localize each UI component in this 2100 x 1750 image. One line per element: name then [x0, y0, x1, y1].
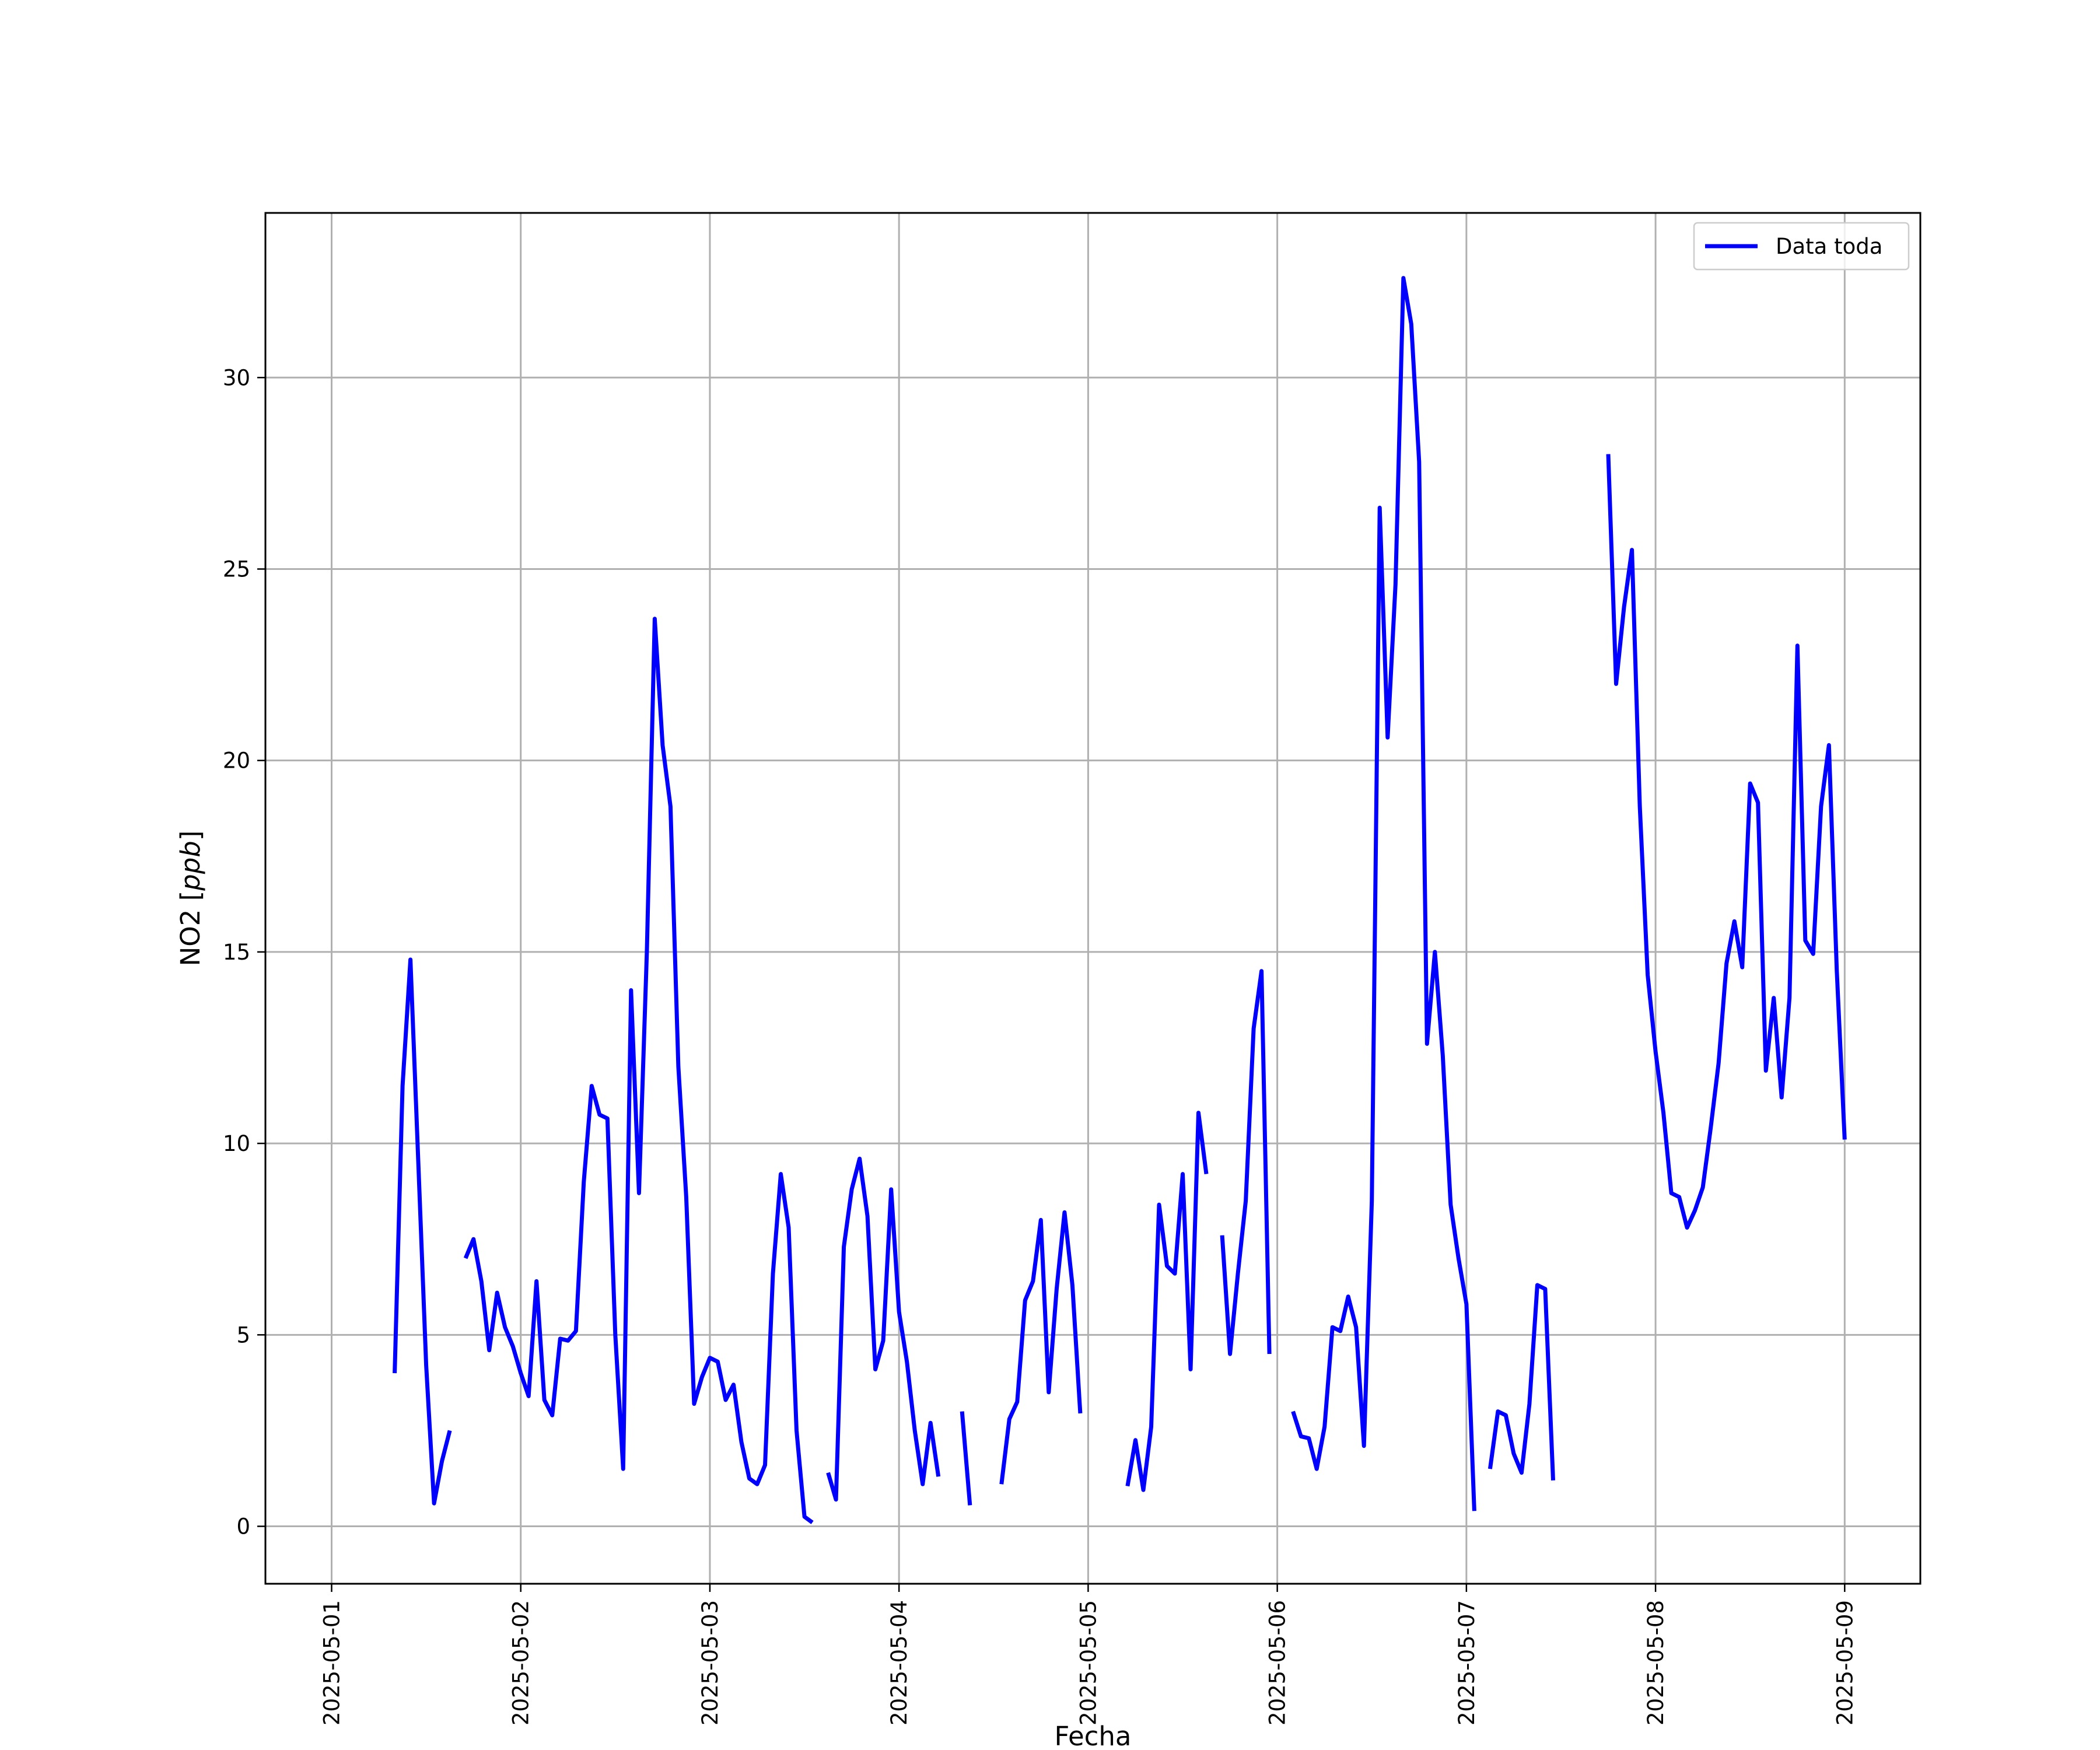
series-line-data-toda	[1606, 454, 1847, 1230]
x-tick-label-2025-05-04: 2025-05-04	[887, 1600, 912, 1726]
legend-box	[1693, 222, 1910, 271]
y-tick-label-0: 0	[236, 1514, 250, 1539]
series-layer	[393, 276, 1847, 1524]
y-tick-label-15: 15	[223, 940, 250, 965]
y-axis-label-main: NO2 [	[175, 891, 206, 967]
y-tick-label-20: 20	[223, 748, 250, 774]
series-line-data-toda	[999, 1210, 1083, 1485]
series-line-data-toda	[1220, 969, 1272, 1356]
y-tick-label-5: 5	[236, 1322, 250, 1348]
legend-label-data-toda: Data toda	[1776, 234, 1882, 259]
x-tick-label-2025-05-01: 2025-05-01	[319, 1600, 344, 1726]
y-axis-label: NO2 [ppb]	[175, 831, 206, 967]
series-line-data-toda	[1291, 276, 1476, 1511]
y-tick-label-25: 25	[223, 556, 250, 582]
x-tick-label-2025-05-02: 2025-05-02	[509, 1600, 534, 1726]
x-axis-label: Fecha	[1055, 1721, 1132, 1750]
y-tick-label-30: 30	[223, 365, 250, 390]
x-axis-ticks: 2025-05-01 2025-05-02 2025-05-03 2025-05-04…	[319, 1584, 1857, 1726]
x-tick-label-2025-05-07: 2025-05-07	[1454, 1600, 1479, 1726]
series-line-data-toda	[826, 1156, 941, 1502]
y-tick-label-10: 10	[223, 1131, 250, 1156]
x-tick-label-2025-05-05: 2025-05-05	[1076, 1600, 1101, 1726]
legend: Data toda	[1693, 222, 1910, 271]
series-line-data-toda	[393, 957, 452, 1506]
x-tick-label-2025-05-09: 2025-05-09	[1832, 1600, 1857, 1726]
x-tick-label-2025-05-08: 2025-05-08	[1643, 1600, 1668, 1726]
series-line-data-toda	[960, 1411, 972, 1506]
y-axis-label-unit: ppb	[175, 841, 206, 891]
plot-frame	[264, 212, 1922, 1585]
x-tick-label-2025-05-03: 2025-05-03	[698, 1600, 723, 1726]
grid	[265, 213, 1920, 1584]
y-axis-label-close: ]	[175, 831, 206, 841]
series-line-data-toda	[1125, 1111, 1209, 1492]
series-line-data-toda	[463, 617, 814, 1524]
y-axis-ticks: 0 5 10 15 20 25 30	[223, 365, 265, 1539]
series-line-data-toda	[1488, 1283, 1555, 1480]
x-tick-label-2025-05-06: 2025-05-06	[1265, 1600, 1290, 1726]
